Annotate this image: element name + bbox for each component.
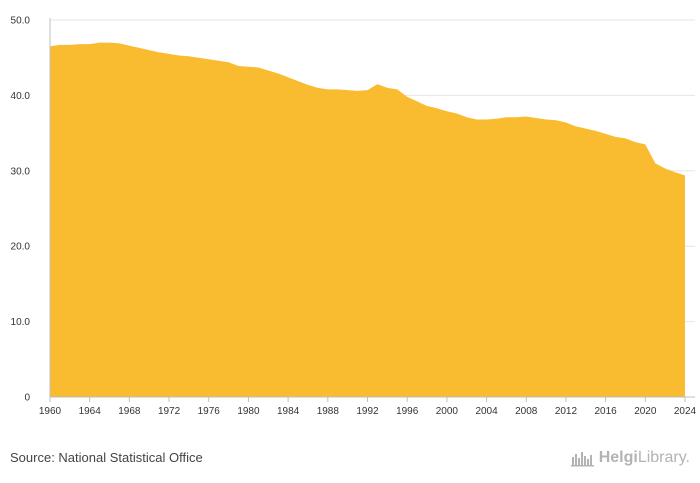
x-tick-label: 2020 (634, 406, 657, 417)
series-area (50, 42, 685, 398)
x-tick-label: 1980 (237, 406, 260, 417)
helgilibrary-logo-icon (570, 452, 594, 467)
x-tick-label: 1972 (158, 406, 181, 417)
x-tick-label: 1964 (79, 406, 102, 417)
y-tick-label: 20.0 (11, 242, 31, 253)
axes (49, 18, 695, 398)
x-axis-ticks: 1960 1964 1968 1972 1976 1980 1984 1988 1992 1996… (39, 397, 697, 417)
x-tick-label: 1992 (356, 406, 379, 417)
brand-name-light: Library. (637, 449, 690, 466)
x-tick-label: 1996 (396, 406, 419, 417)
area-chart: 010.020.030.040.050.0 1960 1964 1968 1972 19… (11, 16, 697, 418)
y-tick-label: 0 (24, 393, 30, 404)
x-tick-label: 2000 (436, 406, 459, 417)
brand-name-bold: Helgi (598, 449, 638, 466)
y-tick-label: 10.0 (11, 317, 31, 328)
source-note: Source: National Statistical Office (10, 450, 203, 465)
x-tick-label: 1960 (39, 406, 62, 417)
x-tick-label: 1976 (198, 406, 221, 417)
brand-logo[interactable]: Helgi Library. (570, 447, 690, 469)
x-tick-label: 2012 (555, 406, 578, 417)
x-tick-label: 2004 (475, 406, 498, 417)
x-tick-label: 2008 (515, 406, 538, 417)
x-tick-label: 2016 (595, 406, 618, 417)
x-tick-label: 1984 (277, 406, 300, 417)
x-tick-label: 1988 (317, 406, 340, 417)
y-tick-label: 50.0 (11, 16, 31, 27)
x-tick-label: 2024 (674, 406, 697, 417)
y-axis-ticks: 0 10.0 20.0 30.0 40.0 50.0 (11, 16, 31, 404)
x-tick-label: 1968 (118, 406, 141, 417)
y-tick-label: 40.0 (11, 91, 31, 102)
y-tick-label: 30.0 (11, 166, 31, 177)
